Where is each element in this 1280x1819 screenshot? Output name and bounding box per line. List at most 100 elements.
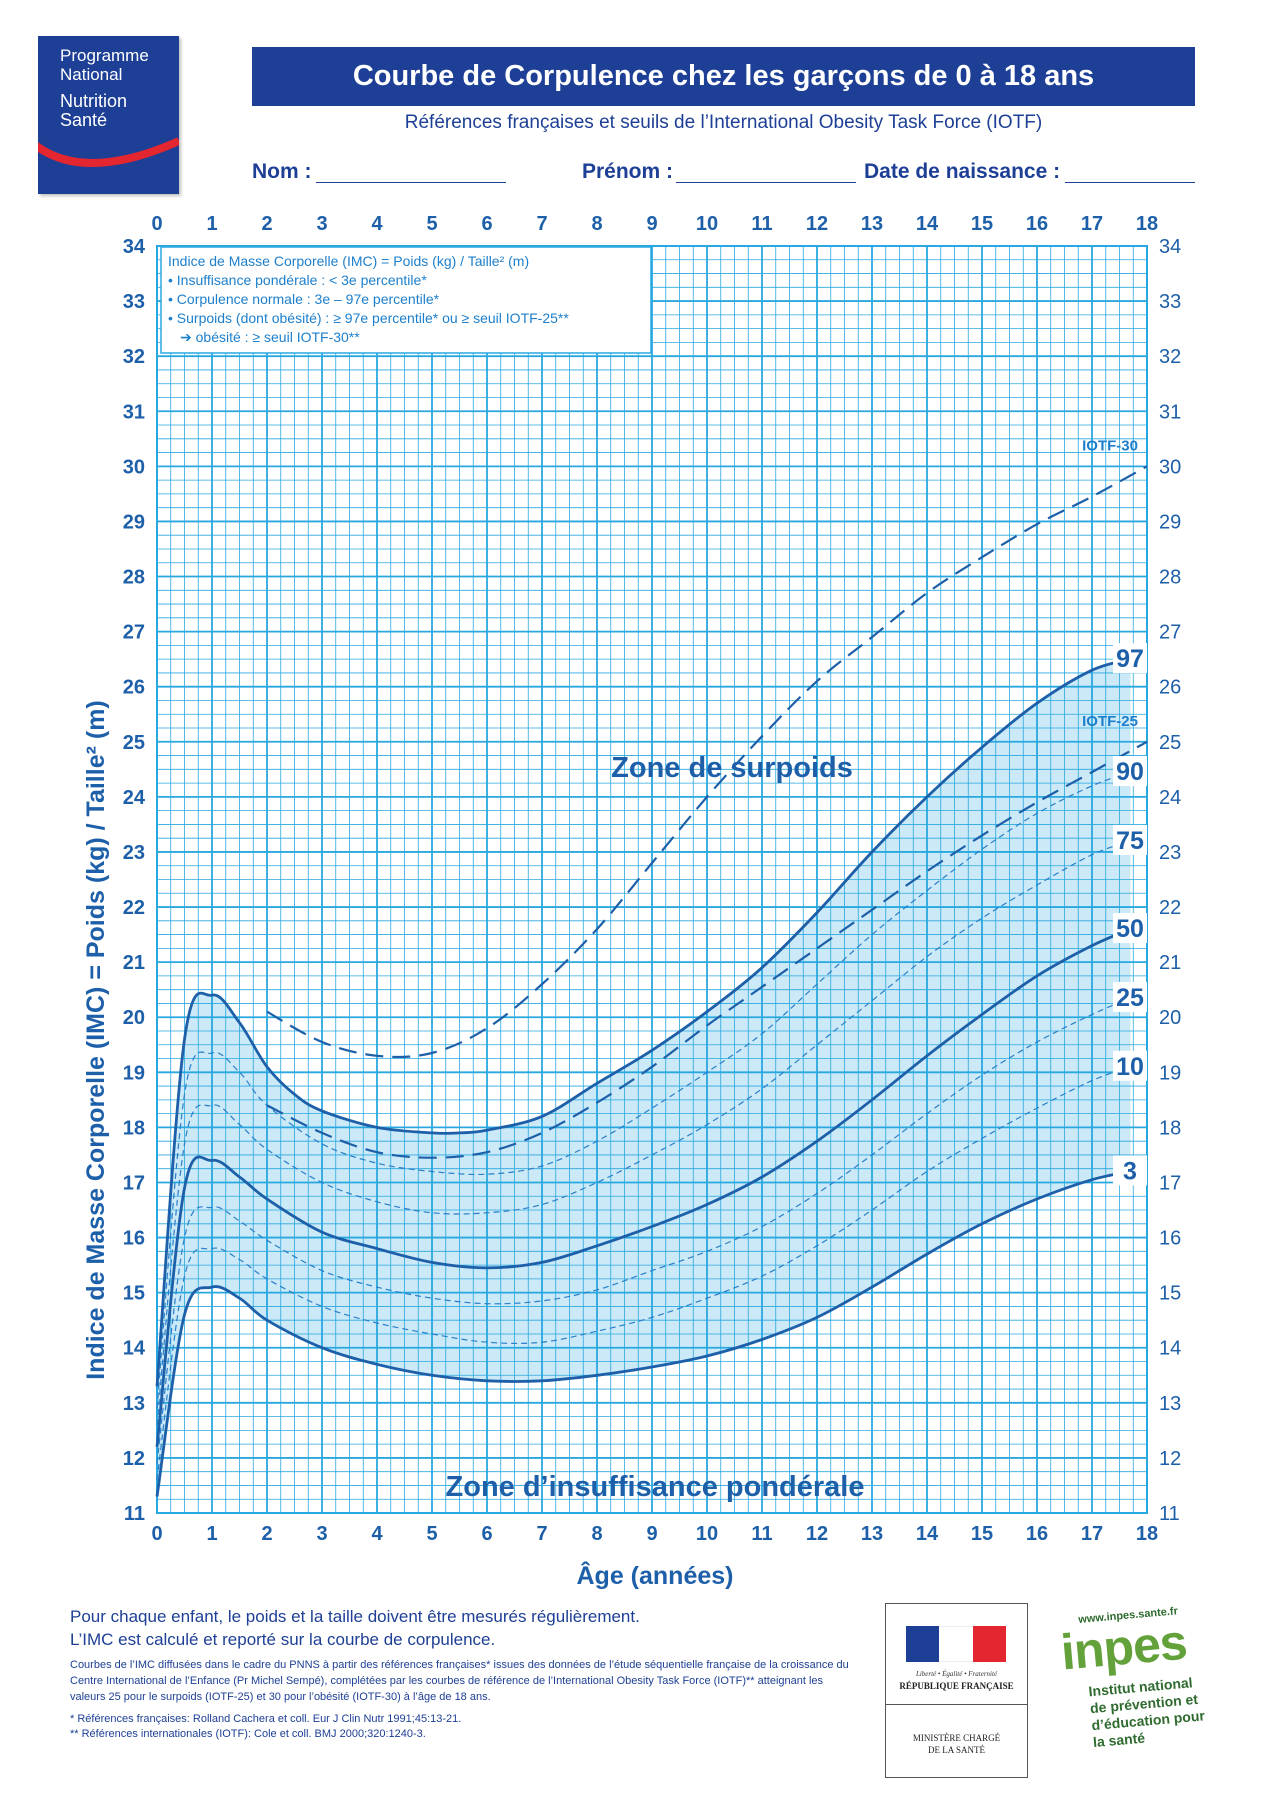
- legend-line: • Insuffisance pondérale : < 3e percenti…: [168, 272, 427, 288]
- y-tick-label: 14: [1159, 1338, 1181, 1360]
- y-tick-label: 19: [123, 1062, 145, 1084]
- y-tick-label: 23: [1159, 842, 1181, 864]
- x-tick-label: 10: [696, 1523, 718, 1545]
- logo-line: Nutrition: [60, 91, 128, 111]
- series-line-10: [156, 1066, 1131, 1480]
- legend-line: • Corpulence normale : 3e – 97e percenti…: [168, 291, 440, 307]
- y-tick-label: 17: [123, 1172, 145, 1194]
- series-line-3: [155, 1170, 1131, 1497]
- footer-main-line: L’IMC est calculé et reporté sur la cour…: [70, 1630, 496, 1649]
- x-tick-label: 11: [751, 213, 772, 235]
- x-tick-label: 8: [591, 213, 602, 235]
- legend-line: • Surpoids (dont obésité) : ≥ 97e percen…: [168, 310, 569, 326]
- page-title: Courbe de Corpulence chez les garçons de…: [252, 47, 1195, 106]
- footer-notes: Pour chaque enfant, le poids et la taill…: [70, 1605, 850, 1742]
- y-tick-label: 30: [1159, 456, 1181, 478]
- y-tick-label: 13: [123, 1393, 145, 1415]
- rf-tagline: Liberté • Égalité • Fraternité: [915, 1670, 998, 1678]
- pnns-logo: Programme National Nutrition Santé: [38, 36, 179, 194]
- nom-field[interactable]: [316, 182, 506, 183]
- y-tick-label: 25: [1159, 732, 1181, 754]
- y-tick-label: 32: [1159, 346, 1181, 368]
- prenom-label: Prénom :: [582, 160, 674, 183]
- x-tick-label: 1: [206, 1523, 217, 1545]
- legend-line: ➔ obésité : ≥ seuil IOTF-30**: [180, 329, 360, 345]
- nom-label: Nom :: [252, 160, 312, 183]
- republique-francaise-logo: Liberté • Égalité • Fraternité RÉPUBLIQU…: [885, 1603, 1028, 1778]
- series-label-bg: [1113, 756, 1147, 787]
- identity-fields: Nom : Prénom : Date de naissance :: [252, 160, 1195, 188]
- legend-line: Indice de Masse Corporelle (IMC) = Poids…: [168, 253, 529, 269]
- y-tick-label: 23: [123, 842, 145, 864]
- x-tick-label: 4: [371, 1523, 383, 1545]
- series-line-90: [156, 771, 1131, 1409]
- series-line-50: [155, 927, 1132, 1448]
- y-tick-label: 18: [1159, 1117, 1181, 1139]
- x-tick-label: 16: [1026, 213, 1048, 235]
- zone-surpoids-label: Zone de surpoids: [611, 752, 853, 784]
- x-tick-label: 0: [151, 213, 162, 235]
- y-tick-label: 29: [123, 511, 145, 533]
- date-naissance-label: Date de naissance :: [864, 160, 1061, 183]
- y-tick-label: 12: [123, 1448, 145, 1470]
- x-tick-label: 18: [1136, 213, 1158, 235]
- series-line-iotf-30: [266, 465, 1148, 1059]
- x-tick-label: 7: [536, 213, 547, 235]
- x-tick-label: 14: [916, 1523, 939, 1545]
- series-line-97: [155, 657, 1131, 1387]
- x-tick-label: 13: [861, 213, 883, 235]
- x-tick-label: 14: [916, 213, 939, 235]
- date-naissance-field[interactable]: [1065, 182, 1195, 183]
- y-tick-label: 24: [1159, 787, 1181, 809]
- flag-icon: [906, 1626, 1006, 1662]
- series-label-bg: [1113, 1155, 1147, 1186]
- y-tick-label: 16: [123, 1228, 145, 1250]
- y-tick-label: 20: [123, 1007, 145, 1029]
- y-tick-label: 28: [123, 567, 145, 589]
- x-tick-label: 8: [591, 1523, 602, 1545]
- y-tick-label: 26: [1159, 677, 1181, 699]
- inpes-description: Institut national de prévention et d’édu…: [1087, 1674, 1206, 1751]
- y-tick-label: 27: [1159, 622, 1181, 644]
- series-line-75: [156, 840, 1131, 1425]
- y-tick-label: 28: [1159, 567, 1181, 589]
- series-label: 25: [1116, 984, 1144, 1012]
- x-tick-label: 6: [481, 213, 492, 235]
- inpes-logo: www.inpes.sante.fr inpes Institut nation…: [1048, 1600, 1252, 1786]
- series-line-iotf-25: [266, 740, 1148, 1159]
- series-label: 50: [1116, 915, 1144, 943]
- x-tick-label: 18: [1136, 1523, 1158, 1545]
- y-tick-label: 20: [1159, 1007, 1181, 1029]
- x-axis-label: Âge (années): [577, 1560, 734, 1590]
- x-tick-label: 0: [151, 1523, 162, 1545]
- x-tick-label: 2: [261, 1523, 272, 1545]
- zone-insuffisance-label: Zone d’insuffisance pondérale: [446, 1471, 865, 1503]
- series-label-bg: [1113, 913, 1147, 944]
- x-tick-label: 2: [261, 213, 272, 235]
- y-tick-label: 15: [123, 1283, 145, 1305]
- x-tick-label: 12: [806, 213, 828, 235]
- y-tick-label: 34: [1159, 236, 1181, 258]
- prenom-field[interactable]: [676, 182, 856, 183]
- y-tick-label: 31: [1159, 401, 1181, 423]
- y-tick-label: 22: [123, 897, 145, 919]
- footer-small-text: Courbes de l’IMC diffusées dans le cadre…: [70, 1659, 849, 1703]
- y-tick-label: 15: [1159, 1283, 1181, 1305]
- y-tick-label: 21: [1159, 952, 1181, 974]
- y-tick-label: 22: [1159, 897, 1181, 919]
- x-tick-label: 12: [806, 1523, 828, 1545]
- x-tick-label: 17: [1081, 1523, 1103, 1545]
- y-tick-label: 26: [123, 677, 145, 699]
- y-tick-label: 17: [1159, 1172, 1181, 1194]
- y-tick-label: 30: [123, 456, 145, 478]
- y-tick-label: 16: [1159, 1228, 1181, 1250]
- series-label: 10: [1116, 1053, 1144, 1081]
- y-tick-label: 32: [123, 346, 145, 368]
- y-tick-label: 29: [1159, 511, 1181, 533]
- x-tick-label: 4: [371, 213, 383, 235]
- series-label: IOTF-30: [1082, 437, 1138, 454]
- series-label-bg: [1113, 981, 1147, 1012]
- swoosh-icon: [38, 137, 179, 167]
- series-label: 75: [1116, 827, 1144, 855]
- normal-zone-fill: [157, 659, 1131, 1497]
